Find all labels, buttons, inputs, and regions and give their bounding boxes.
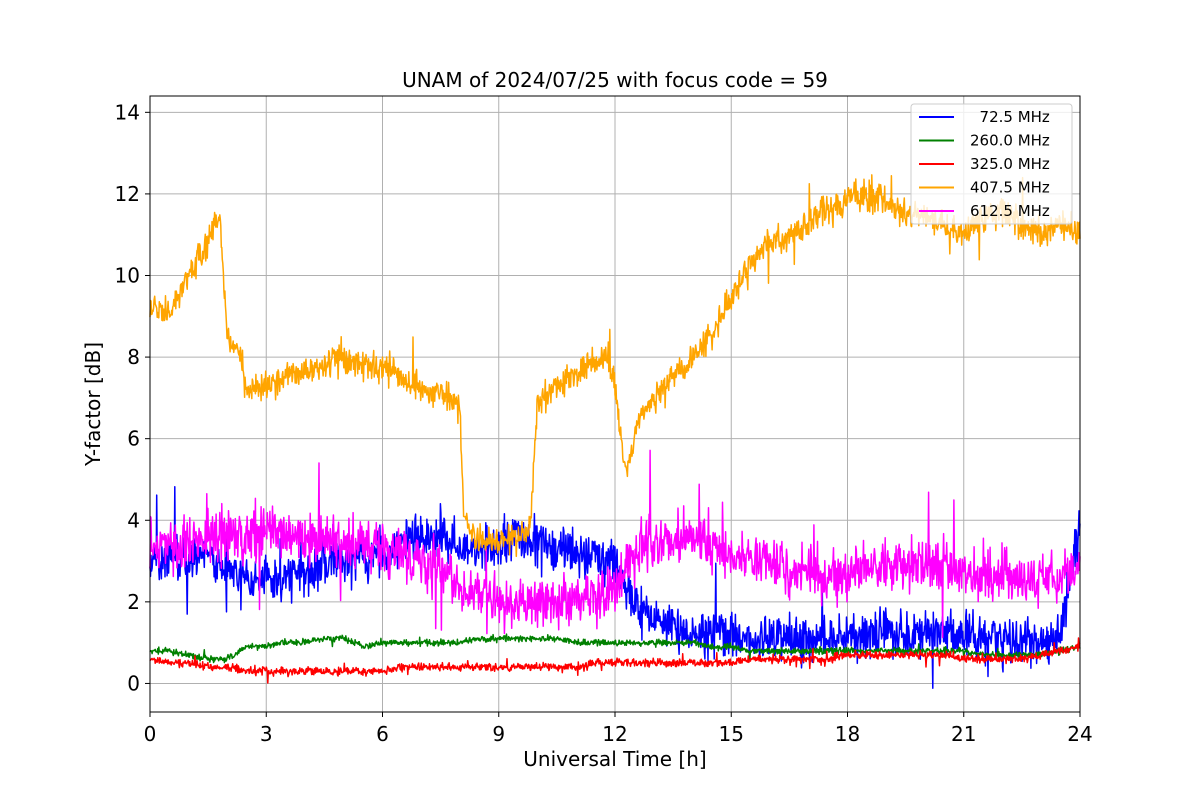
legend-label: 612.5 MHz xyxy=(970,202,1050,220)
legend-label: 260.0 MHz xyxy=(970,132,1050,150)
y-tick-label: 12 xyxy=(115,182,140,206)
legend-label: 407.5 MHz xyxy=(970,179,1050,197)
chart-title: UNAM of 2024/07/25 with focus code = 59 xyxy=(402,68,828,92)
y-tick-label: 2 xyxy=(127,590,140,614)
legend-label: 72.5 MHz xyxy=(970,108,1050,126)
y-tick-label: 10 xyxy=(115,263,140,287)
x-tick-label: 3 xyxy=(260,722,273,746)
y-axis-label: Y-factor [dB] xyxy=(81,342,105,467)
legend-box xyxy=(910,103,1073,225)
y-tick-label: 8 xyxy=(127,345,140,369)
x-axis-label: Universal Time [h] xyxy=(523,747,706,771)
series-line xyxy=(149,485,1081,690)
x-tick-label: 0 xyxy=(144,722,157,746)
x-tick-label: 12 xyxy=(602,722,627,746)
series-line xyxy=(149,449,1081,639)
legend-label: 325.0 MHz xyxy=(970,155,1050,173)
x-axis: 0 3 6 9 12 15 18 21 24 xyxy=(144,712,1093,746)
x-tick-label: 18 xyxy=(835,722,860,746)
plot-area xyxy=(149,174,1081,690)
x-tick-label: 9 xyxy=(492,722,505,746)
x-tick-label: 6 xyxy=(376,722,389,746)
series-line xyxy=(149,637,1081,684)
series-line xyxy=(149,633,1081,664)
y-tick-label: 6 xyxy=(127,427,140,451)
y-tick-label: 4 xyxy=(127,508,140,532)
y-axis: 0 2 4 6 8 10 12 14 xyxy=(115,100,150,695)
x-tick-label: 21 xyxy=(951,722,976,746)
legend: 72.5 MHz 260.0 MHz 325.0 MHz 407.5 MHz 612.5… xyxy=(910,103,1073,225)
x-tick-label: 15 xyxy=(719,722,744,746)
y-tick-label: 14 xyxy=(115,100,140,124)
x-tick-label: 24 xyxy=(1067,722,1092,746)
y-tick-label: 0 xyxy=(127,671,140,695)
